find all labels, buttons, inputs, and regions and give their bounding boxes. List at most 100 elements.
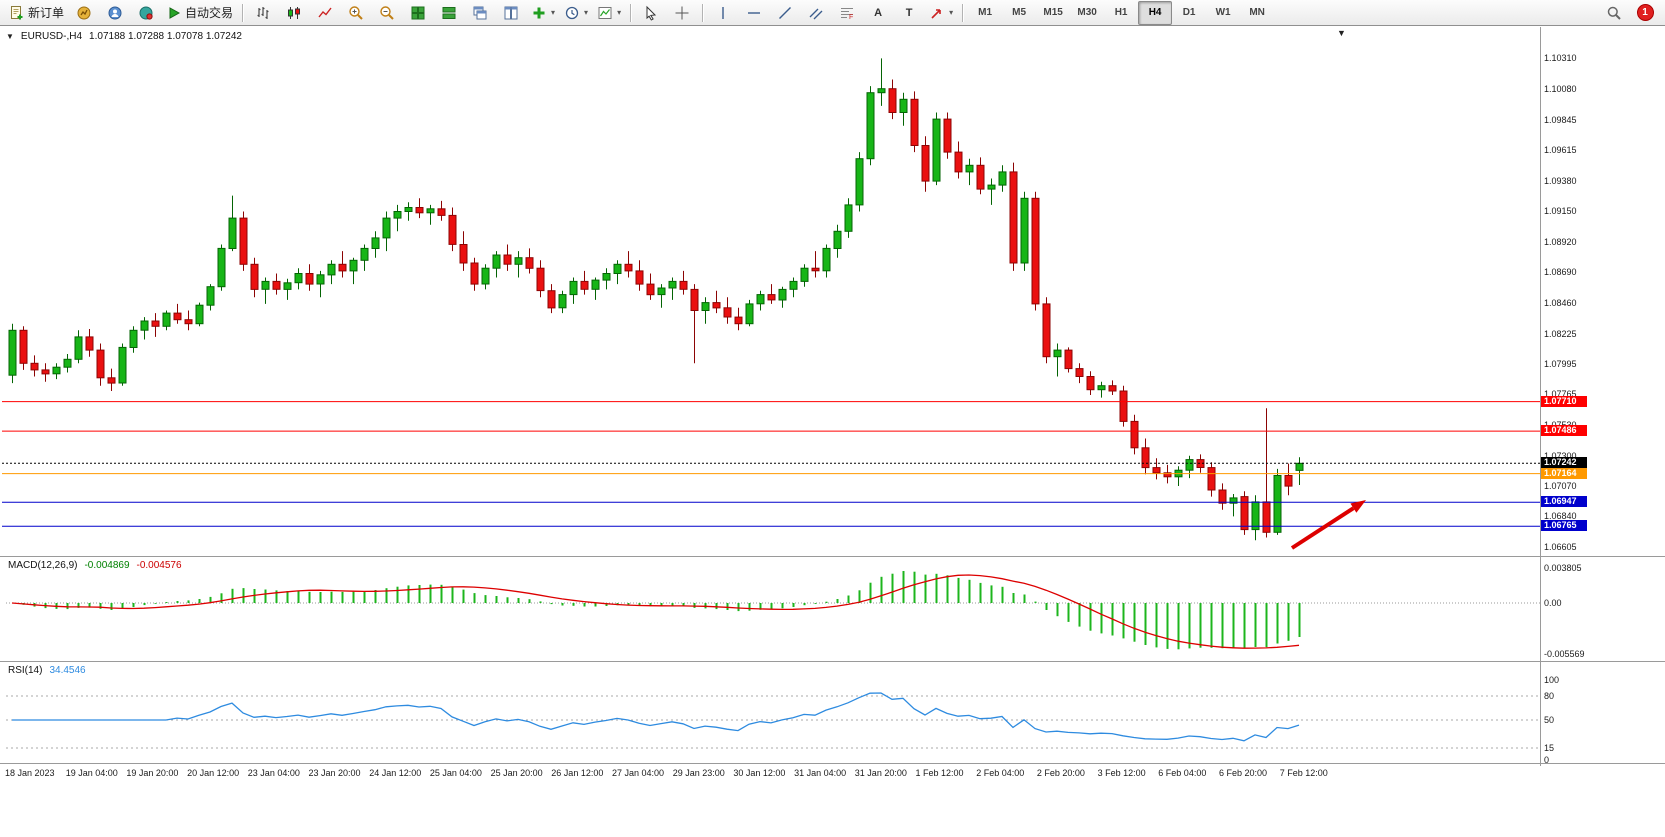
price-axis-border: [1540, 27, 1541, 766]
timeframe-m1-button[interactable]: M1: [978, 7, 993, 18]
search-button[interactable]: [1599, 1, 1629, 25]
chart-menu-icon[interactable]: ▼: [6, 32, 14, 41]
macd-axis-label: 0.00: [1544, 598, 1562, 608]
timeframe-m5-button[interactable]: M5: [1012, 7, 1027, 18]
price-axis-label: 1.09150: [1544, 206, 1577, 217]
price-axis-label: 1.09380: [1544, 176, 1577, 187]
svg-text:F: F: [849, 14, 853, 21]
new-order-icon: [11, 5, 23, 19]
text-icon: A: [874, 6, 883, 19]
line-chart-button[interactable]: [310, 1, 340, 25]
time-axis-label: 24 Jan 12:00: [369, 768, 422, 778]
cascade-windows-button[interactable]: [465, 1, 495, 25]
text-label-icon: T: [905, 6, 913, 19]
signals-icon: [108, 6, 122, 19]
time-axis-label: 1 Feb 12:00: [915, 768, 964, 778]
price-axis-label: 1.10310: [1544, 53, 1577, 64]
main-toolbar: 新订单 自动交易: [0, 0, 1665, 26]
timeframe-group: M1 M5 M15 M30 H1 H4 D1 W1 MN: [968, 0, 1274, 25]
price-axis-label: 1.08225: [1544, 328, 1577, 339]
cursor-icon: [646, 5, 657, 21]
time-axis-label: 31 Jan 04:00: [794, 768, 847, 778]
vertical-line-icon: [722, 6, 724, 19]
equidistant-channel-icon: [809, 8, 823, 19]
new-order-button[interactable]: 新订单: [5, 1, 68, 25]
price-axis-label: 1.08690: [1544, 267, 1577, 278]
rsi-axis-label: 0: [1544, 755, 1550, 765]
trendline-button[interactable]: [770, 1, 800, 25]
time-axis-label: 3 Feb 12:00: [1097, 768, 1146, 778]
arrow-shape-icon: [931, 8, 941, 19]
time-axis-label: 20 Jan 12:00: [187, 768, 240, 778]
macd-pane-splitter[interactable]: [0, 556, 1665, 558]
price-line-tag: 1.07486: [1541, 425, 1587, 437]
arrange-windows-icon: [504, 6, 518, 19]
zoom-out-button[interactable]: [372, 1, 402, 25]
timeframe-m15-button[interactable]: M15: [1043, 7, 1063, 18]
fibonacci-icon: F: [841, 7, 853, 21]
search-icon: [1607, 6, 1621, 20]
candlestick-chart-button[interactable]: [279, 1, 309, 25]
rsi-pane-splitter[interactable]: [0, 661, 1665, 663]
templates-button[interactable]: ▾: [593, 1, 625, 25]
zoom-in-button[interactable]: [341, 1, 371, 25]
price-line-tag: 1.07164: [1541, 467, 1587, 479]
crosshair-button[interactable]: [667, 1, 697, 25]
price-line-tag: 1.07710: [1541, 395, 1587, 407]
timeframe-w1-button[interactable]: W1: [1215, 7, 1231, 18]
timeframe-h1-button[interactable]: H1: [1114, 7, 1128, 18]
tile-horizontal-icon: [442, 6, 456, 19]
macd-axis-label: 0.003805: [1544, 563, 1582, 574]
text-label-button[interactable]: T: [894, 1, 924, 25]
time-axis-label: 19 Jan 20:00: [126, 768, 179, 778]
vertical-line-button[interactable]: [708, 1, 738, 25]
vps-button[interactable]: [131, 1, 161, 25]
time-axis-separator: [0, 763, 1665, 765]
price-axis-label: 1.06605: [1544, 542, 1577, 553]
timeframe-d1-button[interactable]: D1: [1182, 7, 1196, 18]
periods-button[interactable]: ▾: [560, 1, 592, 25]
timeframe-mn-button[interactable]: MN: [1249, 7, 1265, 18]
cursor-button[interactable]: [636, 1, 666, 25]
bar-chart-button[interactable]: [248, 1, 278, 25]
price-line-tag: 1.06947: [1541, 496, 1587, 508]
auto-trading-button[interactable]: 自动交易: [162, 1, 237, 25]
vps-icon: [139, 6, 153, 20]
time-axis-label: 18 Jan 2023: [5, 768, 55, 778]
rsi-axis-label: 50: [1544, 715, 1555, 725]
tile-horizontal-button[interactable]: [434, 1, 464, 25]
chart-shift-marker[interactable]: ▼: [1337, 28, 1346, 38]
market-button[interactable]: [69, 1, 99, 25]
price-axis-label: 1.06840: [1544, 511, 1577, 522]
indicators-button[interactable]: ▾: [527, 1, 559, 25]
horizontal-line-icon: [748, 11, 761, 14]
time-axis-label: 25 Jan 04:00: [429, 768, 482, 778]
zoom-out-icon: [380, 5, 394, 20]
price-line-tag: 1.06765: [1541, 520, 1587, 532]
notifications-button[interactable]: 1: [1630, 1, 1660, 25]
macd-axis-label: -0.005569: [1544, 648, 1585, 659]
timeframe-m30-button[interactable]: M30: [1077, 7, 1097, 18]
price-axis-label: 1.09615: [1544, 145, 1577, 156]
time-axis-label: 6 Feb 04:00: [1158, 768, 1207, 778]
time-axis-label: 30 Jan 12:00: [733, 768, 786, 778]
tile-windows-icon: [411, 6, 425, 19]
time-axis-label: 27 Jan 04:00: [612, 768, 665, 778]
arrange-windows-button[interactable]: [496, 1, 526, 25]
equidistant-channel-button[interactable]: [801, 1, 831, 25]
time-axis-label: 31 Jan 20:00: [854, 768, 907, 778]
tile-windows-button[interactable]: [403, 1, 433, 25]
timeframe-h4-button[interactable]: H4: [1138, 0, 1173, 25]
text-button[interactable]: A: [863, 1, 893, 25]
horizontal-line-button[interactable]: [739, 1, 769, 25]
line-chart-icon: [318, 7, 332, 17]
market-icon: [77, 6, 91, 19]
macd-label: MACD(12,26,9): [8, 560, 78, 571]
price-axis-label: 1.07995: [1544, 358, 1577, 369]
time-axis-label: 2 Feb 04:00: [976, 768, 1025, 778]
signals-button[interactable]: [100, 1, 130, 25]
shapes-button[interactable]: ▾: [925, 1, 957, 25]
fibonacci-button[interactable]: F: [832, 1, 862, 25]
rsi-header: RSI(14) 34.4546: [8, 665, 86, 676]
